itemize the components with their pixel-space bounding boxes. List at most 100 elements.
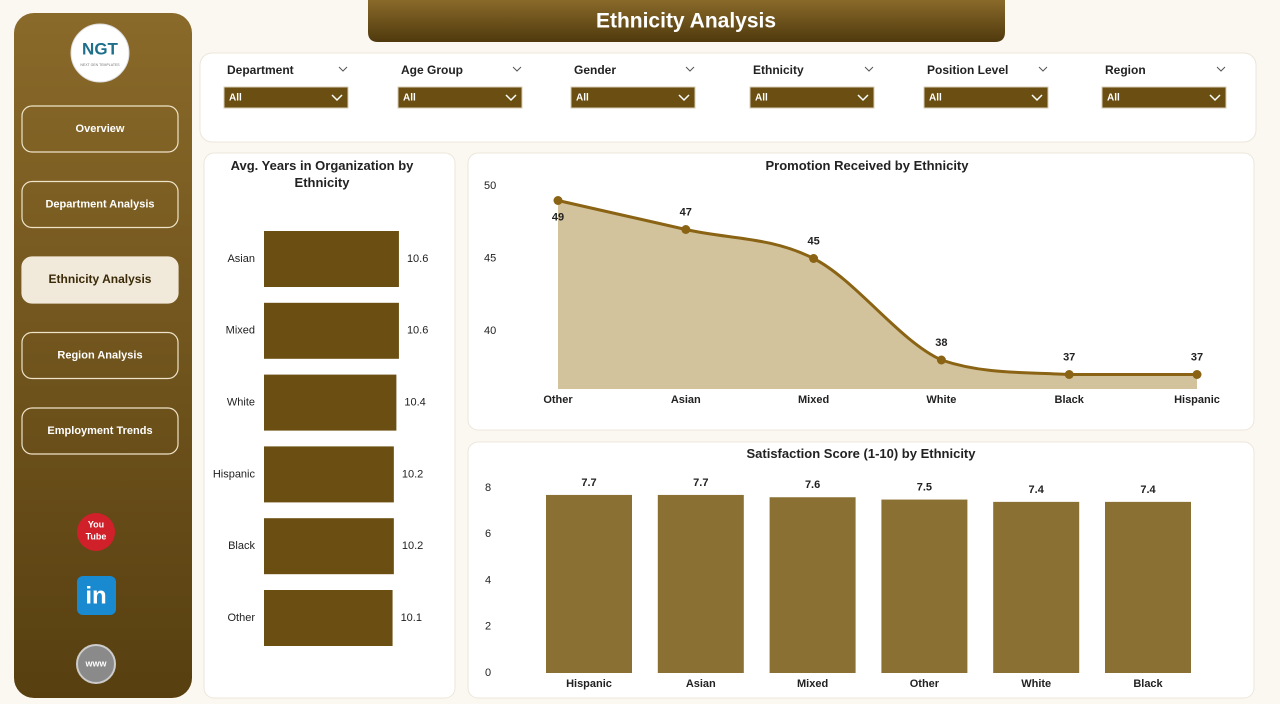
filter-value: All [576,93,589,104]
x-tick-label: Asian [671,394,701,406]
chart-title: Promotion Received by Ethnicity [765,158,969,173]
data-label: 7.5 [917,481,932,493]
filter-dropdown[interactable] [570,86,696,109]
title-bar [368,0,1005,42]
x-tick-label: Black [1133,678,1163,690]
data-label: 10.2 [402,540,423,552]
y-tick-label: 45 [484,252,496,264]
data-label: 37 [1063,351,1075,363]
linkedin-icon[interactable] [77,576,116,615]
nav-button[interactable] [21,180,179,229]
sidebar [14,13,192,698]
x-tick-label: Mixed [797,678,828,690]
dropdown-chevron [331,94,343,102]
data-label: 37 [1191,351,1203,363]
page-title: Ethnicity Analysis [596,10,776,33]
logo-subtext: NEXT GEN TEMPLATES [80,63,120,67]
filter-dropdown[interactable] [749,86,875,109]
nav-label: Department Analysis [45,198,154,210]
data-label: 45 [807,235,819,247]
filter-label: Position Level [927,63,1008,77]
data-label: 7.7 [693,477,708,489]
y-tick-label: Black [228,540,255,552]
data-label: 7.4 [1140,484,1156,496]
filter-dropdown[interactable] [397,86,523,109]
chart-title-text: Satisfaction Score (1-10) by Ethnicity [746,446,976,461]
x-tick-label: Mixed [798,394,829,406]
youtube-icon[interactable] [77,513,115,551]
point [1192,370,1202,379]
data-label: 7.4 [1029,484,1045,496]
point [553,196,563,205]
y-tick-label: 4 [485,574,491,586]
chart-title-text: Avg. Years in Organization by Ethnicity [230,158,414,190]
data-label: 10.2 [402,468,423,480]
icon-text: You [88,519,104,529]
data-label: 7.7 [581,477,596,489]
nav-button[interactable] [21,105,179,153]
filter-chevron [1216,66,1226,72]
bar [264,590,393,646]
nav-button[interactable] [21,256,179,304]
dropdown-chevron [678,94,690,102]
web-icon[interactable] [76,644,116,684]
point [681,225,691,234]
bar [881,499,968,673]
filter-dropdown[interactable] [923,86,1049,109]
filter-chevron [1038,66,1048,72]
y-tick-label: Other [227,612,255,624]
y-tick-label: Mixed [226,325,255,337]
chart-title: Satisfaction Score (1-10) by Ethnicity [746,446,976,461]
data-label: 10.1 [401,612,422,624]
bar [546,494,632,673]
icon-text: Tube [86,531,107,541]
logo [70,23,130,83]
filter-label: Gender [574,63,616,77]
x-tick-label: White [1021,678,1051,690]
bar [264,446,394,503]
bar [769,497,856,673]
data-label: 10.6 [407,253,428,265]
x-tick-label: Asian [686,678,716,690]
filter-label: Ethnicity [753,63,804,77]
dropdown-chevron [1209,94,1221,102]
nav-label: Ethnicity Analysis [49,272,152,286]
filter-chevron [685,66,695,72]
bar [264,231,399,287]
bar [657,494,744,673]
y-tick-label: 50 [484,180,496,192]
filter-value: All [1107,93,1120,104]
filter-chevron [512,66,522,72]
data-label: 10.6 [407,325,428,337]
nav-button[interactable] [21,407,179,455]
data-label: 7.6 [805,479,820,491]
y-tick-label: 6 [485,528,491,540]
icon-text: www [84,658,107,668]
dropdown-chevron [1031,94,1043,102]
data-label: 47 [680,206,692,218]
point [809,254,819,263]
x-tick-label: Other [543,394,573,406]
filter-value: All [929,93,942,104]
filter-value: All [403,93,416,104]
line [557,199,1197,377]
filter-dropdown[interactable] [223,86,349,109]
x-tick-label: Other [910,678,940,690]
filter-label: Region [1105,63,1146,77]
bar [993,501,1080,673]
chart-title-text: Promotion Received by Ethnicity [765,158,969,173]
x-tick-label: Black [1055,394,1085,406]
point [1064,370,1074,379]
filter-panel [199,52,1257,143]
nav-button[interactable] [21,331,179,380]
y-tick-label: Asian [227,253,255,265]
y-tick-label: White [227,397,255,409]
y-tick-label: Hispanic [213,468,256,480]
filter-dropdown[interactable] [1101,86,1227,109]
nav-label: Employment Trends [47,425,152,437]
data-label: 38 [935,337,947,349]
dropdown-chevron [857,94,869,102]
icon-text: in [85,582,106,609]
logo-text: NGT [82,39,119,58]
filter-chevron [864,66,874,72]
